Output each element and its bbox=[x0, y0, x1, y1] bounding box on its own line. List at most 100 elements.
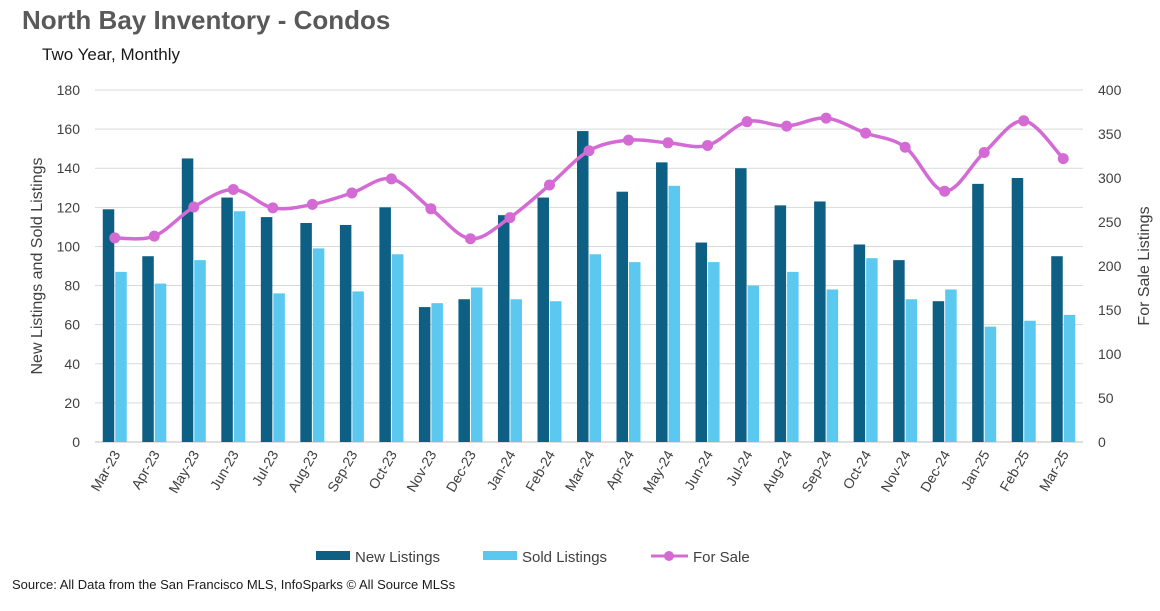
for-sale-point bbox=[1057, 153, 1069, 165]
y-tick-label: 40 bbox=[64, 356, 80, 372]
legend-label-sold-listings: Sold Listings bbox=[522, 549, 607, 566]
bar-new-listings bbox=[616, 191, 629, 442]
bar-new-listings bbox=[497, 215, 510, 442]
bar-sold-listings bbox=[391, 254, 404, 442]
for-sale-point bbox=[860, 127, 872, 139]
x-axis-ticks: Mar-23 Apr-23 May-23 Jun-23 Jul-23 Aug-23 Sep-… bbox=[87, 447, 1072, 496]
legend: New Listings Sold Listings For Sale bbox=[316, 549, 750, 566]
x-tick-label: Feb-25 bbox=[996, 447, 1032, 494]
bar-new-listings bbox=[181, 158, 194, 442]
for-sale-point bbox=[662, 137, 674, 149]
for-sale-point bbox=[267, 202, 279, 214]
bar-new-listings bbox=[142, 256, 154, 442]
y-tick-label: 80 bbox=[64, 278, 80, 294]
y2-tick-label: 350 bbox=[1098, 126, 1122, 142]
bar-new-listings bbox=[102, 209, 115, 442]
y-tick-label: 160 bbox=[57, 121, 81, 137]
bar-new-listings bbox=[458, 299, 470, 442]
bar-new-listings bbox=[893, 260, 905, 442]
bar-new-listings bbox=[339, 224, 352, 442]
source-note: Source: All Data from the San Francisco … bbox=[12, 577, 456, 592]
for-sale-point bbox=[385, 173, 397, 185]
bar-sold-listings bbox=[352, 291, 364, 442]
bar-sold-listings bbox=[984, 326, 997, 442]
bar-sold-listings bbox=[1063, 314, 1076, 442]
x-tick-label: Nov-24 bbox=[877, 447, 914, 494]
bar-new-listings bbox=[300, 222, 312, 442]
x-tick-label: Feb-24 bbox=[522, 447, 558, 494]
bar-sold-listings bbox=[668, 185, 681, 443]
for-sale-point bbox=[188, 201, 200, 213]
x-tick-label: Oct-24 bbox=[839, 447, 874, 492]
y-tick-label: 140 bbox=[57, 160, 81, 176]
bar-sold-listings bbox=[787, 271, 799, 442]
right-axis-ticks: 0 50 100 150 200 250 300 350 400 bbox=[1098, 82, 1122, 450]
for-sale-point bbox=[1018, 115, 1030, 127]
x-tick-label: Jan-24 bbox=[483, 447, 518, 492]
bar-new-listings bbox=[695, 242, 708, 442]
bar-sold-listings bbox=[826, 289, 839, 442]
y2-axis-label: For Sale Listings bbox=[1136, 206, 1153, 325]
gridlines bbox=[95, 89, 1083, 443]
y-tick-label: 100 bbox=[57, 238, 81, 254]
x-tick-label: May-24 bbox=[639, 447, 676, 496]
bar-new-listings bbox=[221, 197, 233, 442]
for-sale-line bbox=[114, 116, 1065, 241]
left-axis-ticks: 0 20 40 60 80 100 120 140 160 180 bbox=[57, 82, 81, 450]
legend-label-for-sale: For Sale bbox=[693, 549, 750, 566]
y2-tick-label: 150 bbox=[1098, 302, 1122, 318]
x-tick-label: Aug-24 bbox=[759, 447, 796, 494]
y-tick-label: 180 bbox=[57, 82, 81, 98]
y-axis-label: New Listings and Sold Listings bbox=[29, 157, 46, 374]
bar-sold-listings bbox=[470, 287, 483, 442]
line-series bbox=[109, 112, 1069, 245]
for-sale-point bbox=[978, 146, 990, 158]
for-sale-point bbox=[346, 187, 358, 199]
bar-new-listings bbox=[853, 244, 866, 442]
bar-sold-listings bbox=[115, 271, 127, 442]
bar-new-listings bbox=[577, 131, 589, 443]
legend-swatch-sold-listings bbox=[483, 551, 517, 560]
y-tick-label: 0 bbox=[72, 434, 80, 450]
bar-new-listings bbox=[537, 197, 549, 442]
x-tick-label: Aug-23 bbox=[285, 447, 322, 494]
for-sale-point bbox=[227, 183, 239, 195]
x-tick-label: Jun-23 bbox=[207, 447, 242, 492]
x-tick-label: May-23 bbox=[165, 447, 202, 496]
for-sale-point bbox=[583, 145, 595, 157]
y-tick-label: 20 bbox=[64, 395, 80, 411]
y2-tick-label: 250 bbox=[1098, 214, 1122, 230]
x-tick-label: Jul-24 bbox=[723, 447, 756, 488]
for-sale-point bbox=[820, 112, 832, 124]
bar-sold-listings bbox=[549, 301, 562, 442]
chart-subtitle: Two Year, Monthly bbox=[42, 45, 180, 64]
for-sale-point bbox=[306, 198, 318, 210]
y-tick-label: 60 bbox=[64, 317, 80, 333]
bar-new-listings bbox=[656, 162, 668, 442]
x-tick-label: Apr-24 bbox=[602, 447, 637, 492]
bar-new-listings bbox=[1011, 178, 1024, 442]
bar-sold-listings bbox=[589, 254, 601, 442]
bar-sold-listings bbox=[945, 289, 957, 442]
y2-tick-label: 0 bbox=[1098, 434, 1106, 450]
x-tick-label: Dec-23 bbox=[443, 447, 480, 494]
for-sale-point bbox=[899, 141, 911, 153]
for-sale-point bbox=[464, 233, 476, 245]
for-sale-point bbox=[702, 139, 714, 151]
bar-sold-listings bbox=[233, 211, 246, 442]
bar-sold-listings bbox=[431, 303, 443, 442]
bar-series bbox=[102, 131, 1076, 443]
bar-sold-listings bbox=[510, 299, 522, 442]
bar-new-listings bbox=[814, 201, 826, 442]
x-tick-label: Nov-23 bbox=[403, 447, 440, 494]
x-tick-label: Sep-24 bbox=[798, 447, 835, 494]
for-sale-point bbox=[741, 116, 753, 128]
for-sale-point bbox=[109, 232, 121, 244]
x-tick-label: Mar-23 bbox=[87, 447, 123, 494]
bar-sold-listings bbox=[154, 283, 167, 442]
y2-tick-label: 100 bbox=[1098, 346, 1122, 362]
y2-tick-label: 400 bbox=[1098, 82, 1122, 98]
x-tick-label: Apr-23 bbox=[128, 447, 163, 492]
for-sale-point bbox=[623, 134, 635, 146]
